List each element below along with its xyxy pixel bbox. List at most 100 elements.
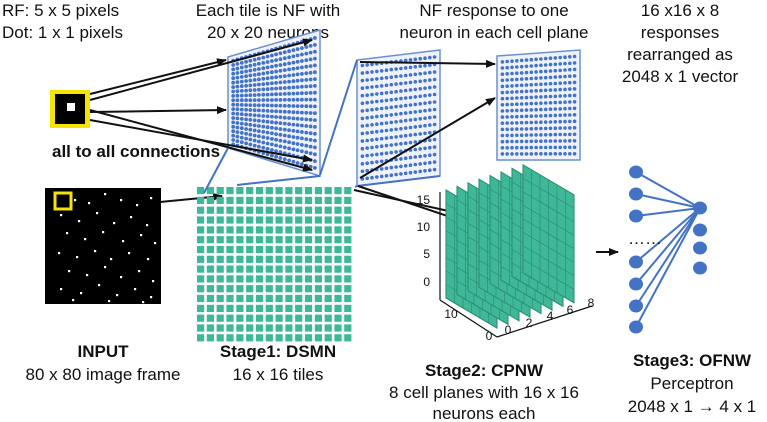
nf-neuron-dot [270, 142, 274, 147]
plane-neuron-dot [379, 129, 384, 133]
plane-neuron-dot [379, 76, 384, 81]
stage2-subtitle-line2: neurons each [432, 404, 535, 422]
stage1-subtitle: 16 x 16 tiles [233, 365, 324, 384]
tile [236, 294, 244, 303]
input-neuron [629, 255, 643, 269]
nf-neuron-dot [235, 80, 240, 84]
nf-neuron-dot [252, 62, 257, 67]
perceptron-connection [635, 207, 701, 307]
nf-neuron-dot [274, 149, 278, 154]
plane-neuron-dot [413, 72, 418, 77]
plane-neuron-dot [379, 167, 384, 171]
plane-neuron-dot [500, 84, 505, 89]
tile [255, 206, 264, 214]
tile [255, 216, 264, 224]
tile [265, 196, 273, 204]
nf-neuron-dot [300, 123, 304, 128]
plane-neuron-dot [563, 119, 567, 124]
nf-neuron-dot [265, 125, 270, 130]
plane-neuron-dot [563, 106, 567, 111]
nf-neuron-dot [261, 87, 266, 92]
nf-neuron-dot [257, 56, 261, 61]
plane-neuron-dot [519, 145, 524, 150]
tile [216, 304, 224, 312]
plane-neuron-dot [413, 132, 418, 137]
tile [314, 196, 322, 204]
nf-neuron-dot [300, 59, 304, 63]
tile [344, 265, 352, 273]
tile [206, 314, 214, 322]
input-dot [94, 250, 97, 253]
perceptron-connection [635, 207, 701, 328]
nf-neuron-dot [235, 116, 240, 121]
plane-neuron-dot [413, 87, 418, 92]
tile [275, 206, 283, 214]
tile [246, 255, 254, 263]
plane-neuron-dot [432, 107, 437, 112]
tile [236, 187, 244, 195]
input-dot [66, 232, 69, 235]
nf-neuron-dot [235, 62, 240, 66]
nf-neuron-dot [274, 86, 278, 91]
nf-neuron-dot [239, 75, 244, 79]
plane-neuron-dot [543, 133, 548, 137]
plane-neuron-dot [534, 145, 538, 150]
nf-neuron-dot [300, 72, 304, 76]
stage2-title: Stage2: CPNW [425, 361, 544, 380]
nf-neuron-dot [313, 138, 317, 143]
tile [236, 275, 244, 283]
plane-neuron-dot [413, 102, 418, 107]
plane-neuron-dot [515, 102, 519, 106]
nf-neuron-dot [282, 103, 287, 108]
plane-neuron-dot [428, 63, 432, 67]
plane-neuron-dot [394, 165, 398, 169]
plane-neuron-dot [500, 60, 505, 64]
plane-neuron-dot [534, 63, 538, 68]
tile [255, 226, 264, 234]
plane-neuron-dot [413, 170, 418, 174]
plane-neuron-dot [543, 69, 548, 74]
tile [236, 314, 244, 322]
plane-neuron-dot [399, 96, 403, 101]
plane-neuron-dot [548, 62, 553, 67]
plane-neuron-dot [515, 77, 519, 82]
tile [197, 216, 205, 224]
plane-neuron-dot [428, 123, 432, 127]
plane-neuron-dot [510, 139, 514, 144]
plane-neuron-dot [534, 101, 538, 106]
tile [265, 216, 273, 224]
tile [314, 265, 322, 273]
nf-neuron-dot [274, 98, 278, 102]
nf-neuron-dot [304, 91, 309, 95]
nf-neuron-dot [239, 70, 244, 75]
nf-neuron-dot [244, 74, 249, 79]
plane-neuron-dot [553, 68, 558, 73]
nf-neuron-dot [257, 139, 261, 144]
input-frame [45, 188, 161, 304]
plane-neuron-dot [519, 133, 524, 137]
nf-neuron-dot [239, 93, 244, 98]
input-dot [76, 256, 79, 259]
nf-neuron-dot [313, 104, 317, 109]
nf-neuron-dot [248, 108, 253, 112]
nf-neuron-dot [244, 103, 249, 107]
tile [334, 304, 342, 312]
nf-neuron-dot [257, 103, 261, 108]
rf-window-marker [53, 191, 73, 211]
plane-neuron-dot [553, 88, 558, 92]
tile [275, 255, 283, 263]
plane-neuron-dot [408, 118, 413, 122]
nf-neuron-dot [261, 119, 266, 124]
plane-neuron-dot [524, 145, 529, 150]
nf-neuron-dot [261, 66, 266, 71]
plane-neuron-dot [413, 125, 418, 129]
nf-neuron-dot [304, 97, 309, 102]
tile [265, 314, 273, 322]
plane-neuron-dot [379, 91, 384, 96]
cell-plane-neurons-1 [360, 55, 437, 181]
nf-neuron-dot [287, 67, 291, 72]
plane-neuron-dot [568, 80, 572, 85]
plane-neuron-dot [553, 139, 558, 143]
plane-neuron-dot [394, 127, 398, 132]
plane-neuron-dot [423, 116, 427, 120]
